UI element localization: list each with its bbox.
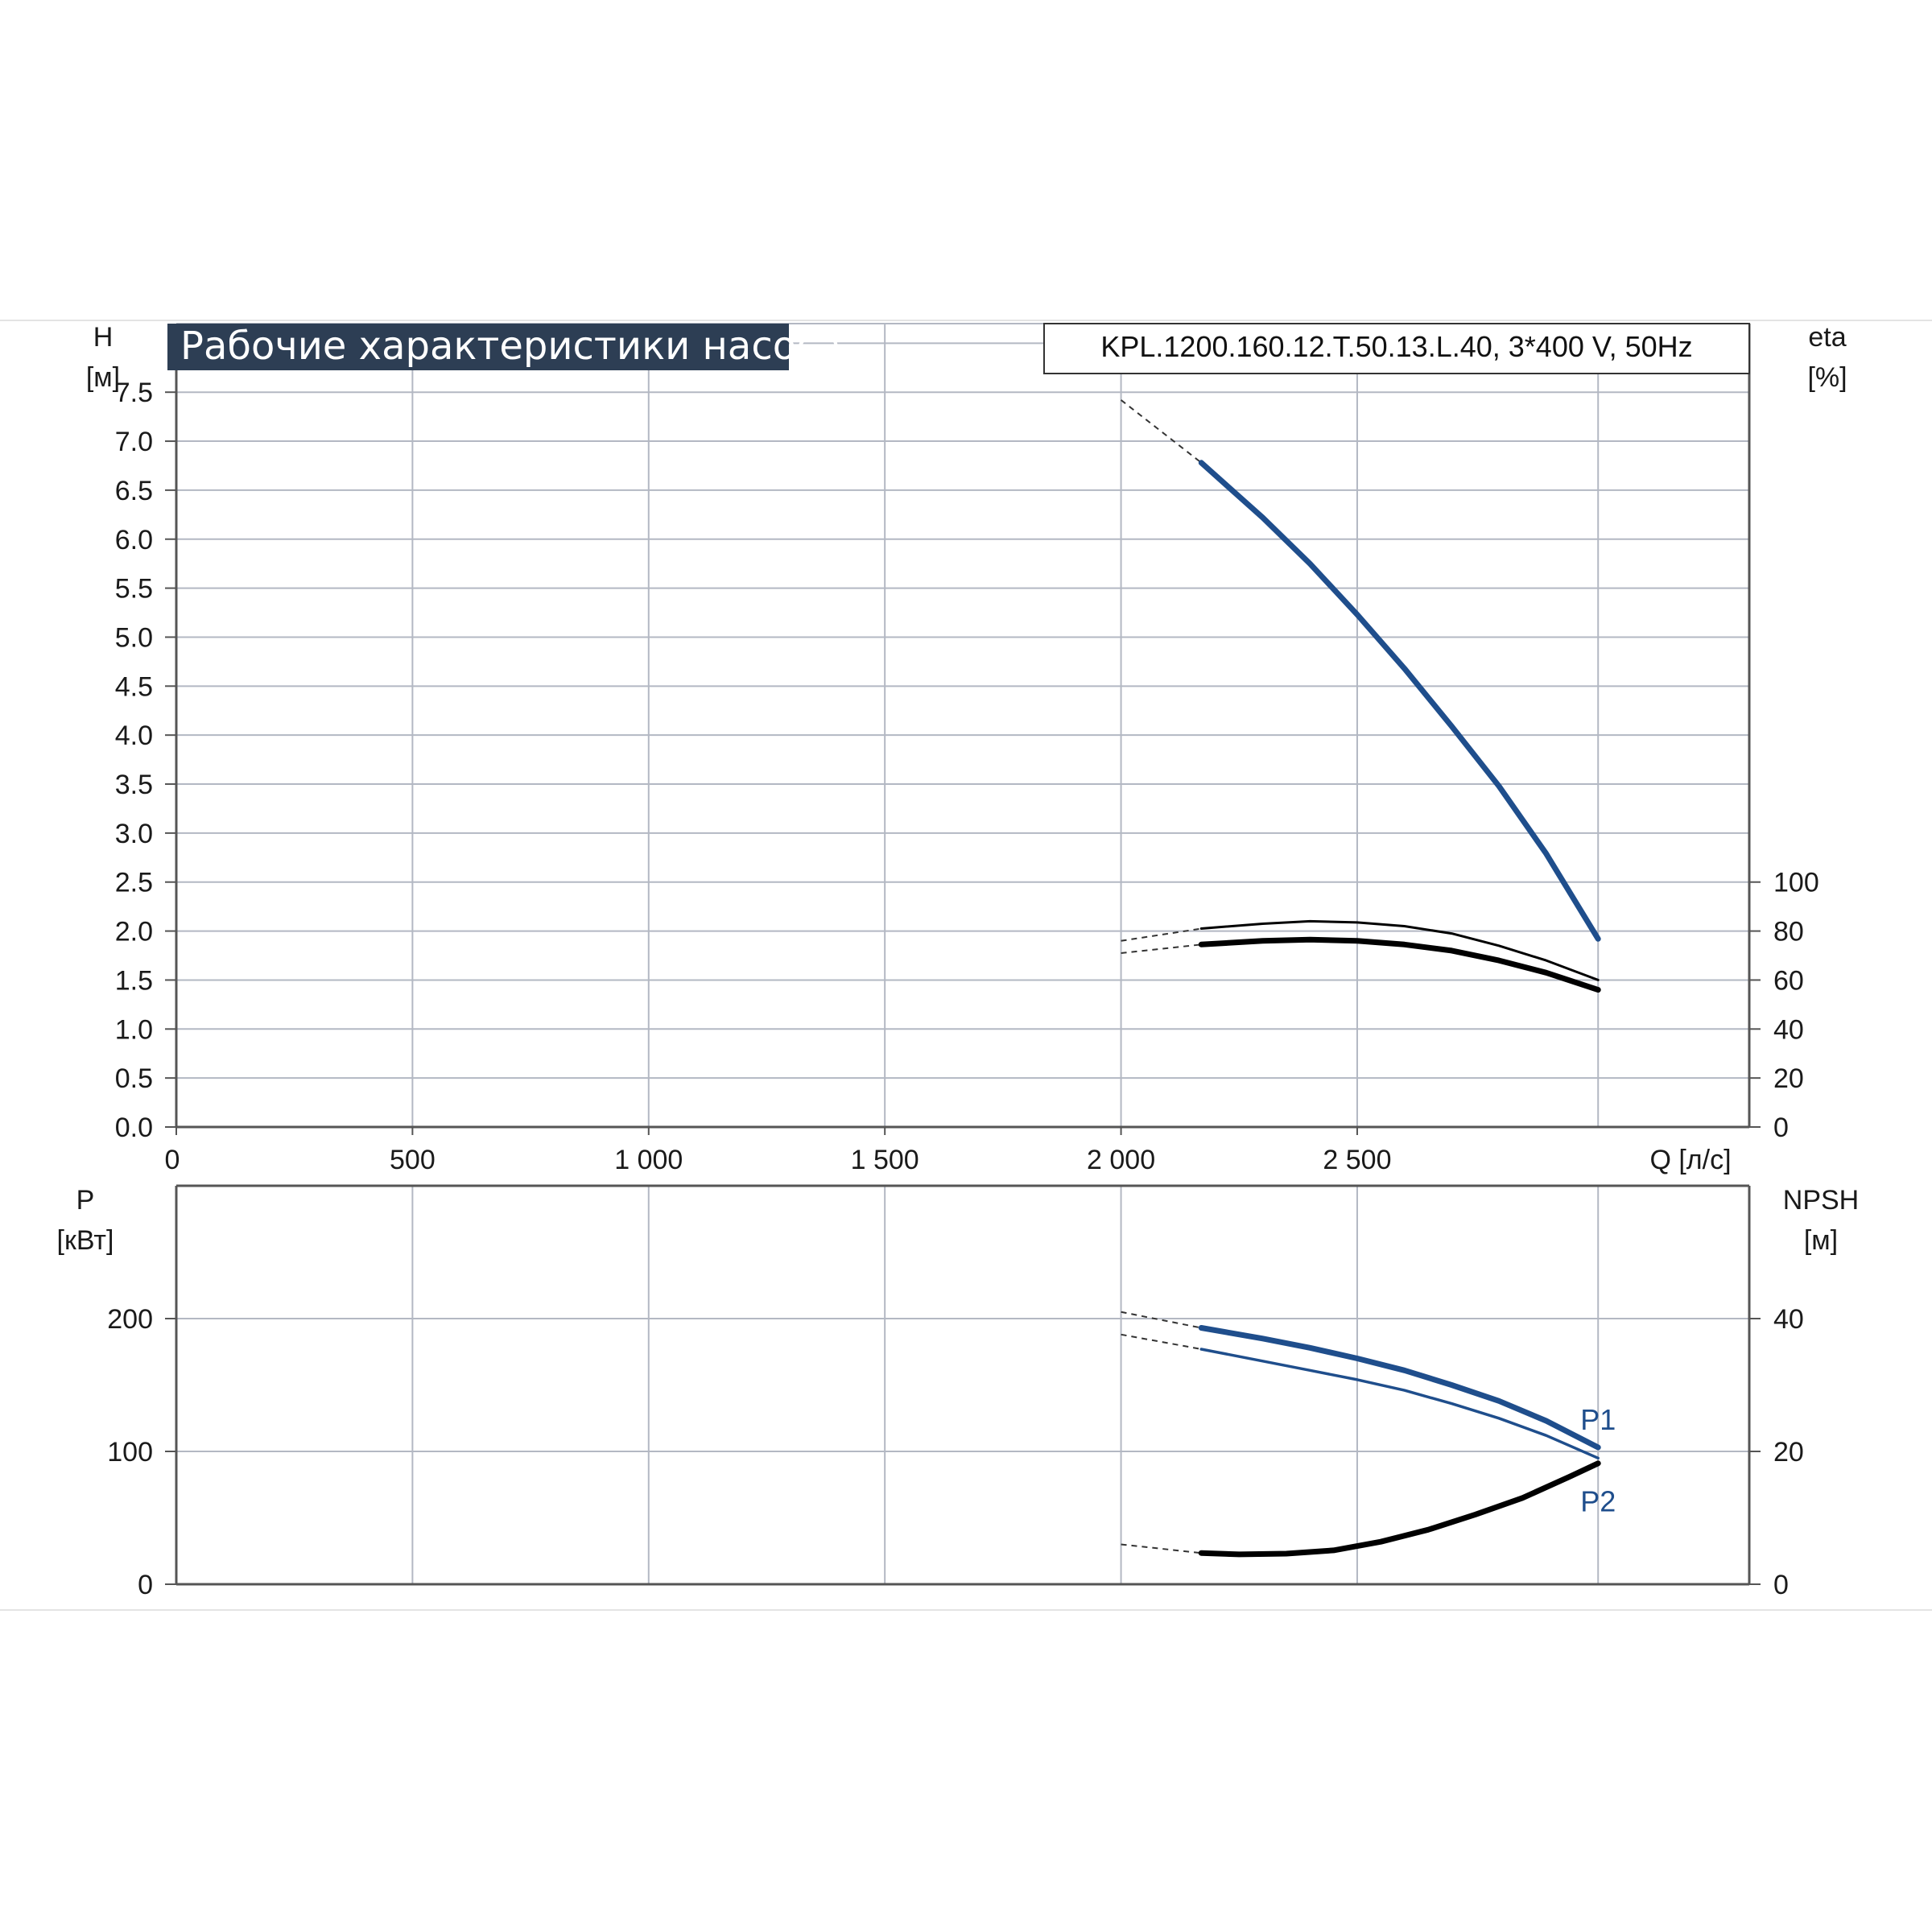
h-axis-label: H (93, 322, 114, 353)
p1-label: P1 (1580, 1403, 1616, 1436)
h-tick-label: 4.0 (115, 720, 153, 751)
bottom-series-2-curve (1198, 1460, 1601, 1558)
p-axis-unit: [кВт] (57, 1225, 114, 1256)
p2-label: P2 (1580, 1484, 1616, 1517)
q-tick-label: 0 (165, 1145, 180, 1175)
top-series-1-curve (1199, 919, 1600, 981)
h-axis-unit: [м] (86, 362, 120, 393)
q-axis-label: Q [л/с] (1649, 1145, 1731, 1175)
q-tick-label: 500 (390, 1145, 436, 1175)
h-tick-label: 5.5 (115, 574, 153, 605)
h-tick-label: 1.0 (115, 1014, 153, 1045)
bottom-series-1-dashed (1121, 1333, 1202, 1350)
bottom-panel-ticks: 0 100 200 0 20 40 (107, 1304, 1804, 1600)
p-tick-label: 0 (138, 1570, 153, 1600)
eta-tick-label: 40 (1773, 1014, 1804, 1045)
p-tick-label: 100 (107, 1437, 153, 1468)
bottom-panel-grid (175, 1184, 1751, 1586)
eta-tick-label: 100 (1773, 868, 1819, 898)
h-tick-label: 0.5 (115, 1063, 153, 1094)
h-tick-label: 5.0 (115, 622, 153, 653)
p-tick-label: 200 (107, 1304, 153, 1335)
q-tick-label: 2 000 (1087, 1145, 1155, 1175)
top-series-2-curve (1198, 936, 1601, 993)
p-axis-label: P (76, 1185, 95, 1216)
top-series-1-dashed (1121, 927, 1202, 942)
top-panel-curves (1120, 399, 1601, 993)
eta-axis-unit: [%] (1807, 362, 1847, 393)
h-tick-label: 2.0 (115, 917, 153, 947)
top-series-2-dashed (1121, 943, 1202, 954)
bottom-panel-curves: P1 P2 (1121, 1311, 1616, 1558)
bottom-series-2-dashed (1121, 1543, 1202, 1554)
h-tick-label: 7.0 (115, 427, 153, 457)
h-tick-label: 0.0 (115, 1113, 153, 1143)
npsh-axis-unit: [м] (1804, 1225, 1838, 1256)
top-panel-ticks: 0.0 0.5 1.0 1.5 2.0 2.5 3.0 3.5 4.0 4.5 5.0 5.5 6.0 6… (115, 378, 1819, 1175)
eta-tick-label: 80 (1773, 917, 1804, 947)
h-tick-label: 4.5 (115, 671, 153, 702)
model-box (1043, 323, 1750, 374)
chart-title: Рабочие характеристики насоса (180, 324, 841, 369)
h-tick-label: 3.5 (115, 770, 153, 800)
p1-curve (1198, 1325, 1601, 1451)
npsh-tick-label: 20 (1773, 1437, 1804, 1468)
title-banner (167, 324, 789, 370)
npsh-axis-label: NPSH (1783, 1185, 1859, 1216)
h-tick-label: 2.5 (115, 868, 153, 898)
eta-tick-label: 0 (1773, 1113, 1789, 1143)
h-tick-label: 7.5 (115, 378, 153, 408)
bottom-series-0-dashed (1121, 1311, 1202, 1329)
model-label: KPL.1200.160.12.T.50.13.L.40, 3*400 V, 5… (1100, 330, 1692, 363)
q-tick-label: 2 500 (1323, 1145, 1391, 1175)
q-tick-label: 1 500 (851, 1145, 919, 1175)
top-panel-grid (175, 323, 1751, 1129)
h-tick-label: 6.0 (115, 525, 153, 555)
npsh-tick-label: 40 (1773, 1304, 1804, 1335)
top-series-0-dashed (1120, 399, 1202, 464)
p2-curve (1199, 1348, 1600, 1460)
top-series-0-curve (1198, 460, 1601, 942)
eta-tick-label: 20 (1773, 1063, 1804, 1094)
q-tick-label: 1 000 (614, 1145, 683, 1175)
h-tick-label: 1.5 (115, 965, 153, 996)
eta-tick-label: 60 (1773, 965, 1804, 996)
h-tick-label: 3.0 (115, 819, 153, 849)
h-tick-label: 6.5 (115, 476, 153, 506)
eta-axis-label: eta (1808, 322, 1846, 353)
npsh-tick-label: 0 (1773, 1570, 1789, 1600)
